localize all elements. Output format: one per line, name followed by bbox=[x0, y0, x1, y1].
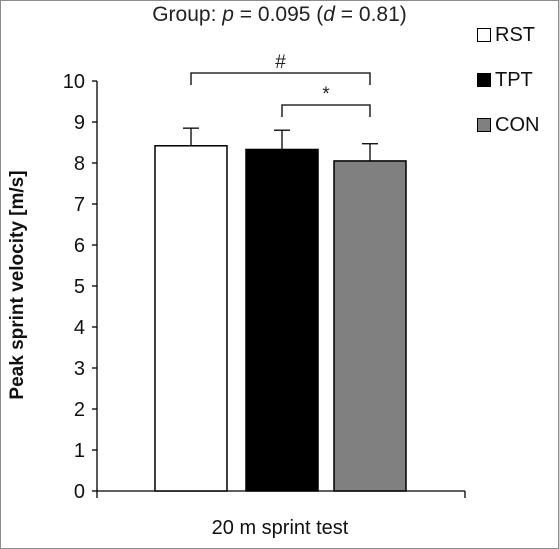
bar-tpt bbox=[245, 148, 319, 492]
y-tick-label-7: 7 bbox=[74, 194, 85, 216]
x-axis-label: 20 m sprint test bbox=[211, 517, 349, 539]
significance-label-1: # bbox=[275, 52, 286, 73]
legend-item-con: CON bbox=[477, 114, 539, 136]
y-tick-label-1: 1 bbox=[74, 440, 85, 462]
bar-con bbox=[333, 160, 407, 492]
y-tick-label-5: 5 bbox=[74, 276, 85, 298]
legend-item-rst: RST bbox=[477, 24, 539, 46]
legend-swatch-rst bbox=[477, 28, 491, 42]
legend: RST TPT CON bbox=[477, 24, 539, 159]
title-p-value: = 0.095 ( bbox=[233, 3, 324, 26]
y-axis-label: Peak sprint velocity [m/s] bbox=[7, 170, 28, 400]
y-tick-label-2: 2 bbox=[74, 399, 85, 421]
y-tick-label-6: 6 bbox=[74, 235, 85, 257]
legend-item-tpt: TPT bbox=[477, 69, 539, 91]
title-prefix: Group: bbox=[152, 3, 223, 26]
significance-label-2: * bbox=[322, 84, 330, 105]
significance-bracket-1 bbox=[190, 72, 371, 85]
legend-label-tpt: TPT bbox=[495, 68, 533, 91]
bar-rst bbox=[154, 145, 228, 492]
y-tick-label-8: 8 bbox=[74, 153, 85, 175]
legend-label-con: CON bbox=[495, 113, 540, 136]
y-tick-label-4: 4 bbox=[74, 317, 85, 339]
legend-swatch-tpt bbox=[477, 73, 491, 87]
y-tick-label-9: 9 bbox=[74, 112, 85, 134]
legend-label-rst: RST bbox=[495, 23, 535, 46]
title-p-symbol: p bbox=[222, 3, 234, 26]
significance-bracket-2 bbox=[281, 104, 371, 117]
title-d-symbol: d bbox=[323, 3, 335, 26]
y-tick-label-10: 10 bbox=[63, 71, 85, 93]
title-d-value: = 0.81) bbox=[334, 3, 407, 26]
legend-swatch-con bbox=[477, 118, 491, 132]
chart-title: Group: p = 0.095 (d = 0.81) bbox=[0, 3, 559, 27]
y-tick-label-3: 3 bbox=[74, 358, 85, 380]
y-tick-label-0: 0 bbox=[74, 481, 85, 503]
